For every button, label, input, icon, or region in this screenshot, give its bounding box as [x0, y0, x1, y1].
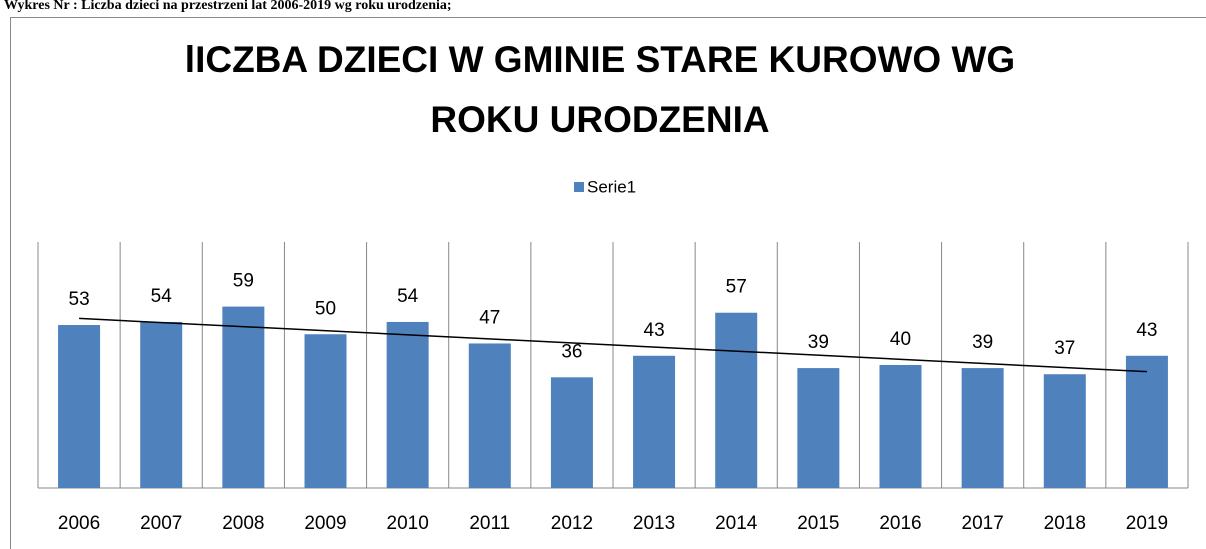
data-label: 50 — [315, 298, 336, 319]
legend-swatch — [574, 182, 584, 192]
bar — [304, 334, 347, 488]
data-label: 54 — [397, 286, 419, 307]
data-label: 57 — [726, 277, 747, 298]
trendline — [79, 317, 1147, 373]
data-label: 39 — [972, 332, 993, 353]
bar — [797, 368, 840, 488]
x-tick-label: 2019 — [1126, 513, 1168, 534]
bar — [879, 365, 922, 488]
x-tick-label: 2006 — [58, 513, 100, 534]
data-label: 39 — [808, 332, 829, 353]
data-label: 43 — [1136, 320, 1157, 341]
bar — [386, 321, 429, 488]
bar — [715, 312, 758, 488]
data-label: 37 — [1054, 338, 1075, 359]
data-label: 40 — [890, 329, 911, 350]
x-tick-label: 2010 — [387, 513, 429, 534]
x-tick-label: 2015 — [797, 513, 839, 534]
bar — [140, 321, 183, 488]
data-label: 53 — [69, 289, 90, 310]
caption: Wykres Nr : Liczba dzieci na przestrzeni… — [4, 0, 452, 13]
x-tick-label: 2012 — [551, 513, 593, 534]
bar — [550, 377, 593, 488]
x-tick-label: 2009 — [304, 513, 346, 534]
data-label: 54 — [151, 286, 173, 307]
chart-title: ROKU URODZENIA — [430, 99, 769, 140]
chart-border — [10, 17, 1206, 549]
x-tick-label: 2018 — [1044, 513, 1086, 534]
x-tick-label: 2011 — [469, 513, 510, 534]
data-label: 47 — [479, 307, 500, 328]
legend-label: Serie1 — [587, 177, 636, 196]
bar — [961, 368, 1004, 488]
bar — [222, 306, 265, 488]
bar — [633, 355, 676, 488]
chart-title: lICZBA DZIECI W GMINIE STARE KUROWO WG — [185, 39, 1015, 80]
bar — [468, 343, 511, 488]
x-tick-label: 2007 — [140, 513, 182, 534]
x-tick-label: 2008 — [222, 513, 264, 534]
bar — [1043, 374, 1086, 488]
x-tick-label: 2016 — [879, 513, 921, 534]
bar — [58, 325, 101, 488]
x-tick-label: 2017 — [962, 513, 1004, 534]
data-label: 59 — [233, 271, 254, 292]
data-label: 36 — [561, 341, 582, 362]
x-tick-label: 2013 — [633, 513, 675, 534]
data-label: 43 — [644, 320, 665, 341]
bar — [1125, 355, 1168, 488]
x-tick-label: 2014 — [715, 513, 758, 534]
